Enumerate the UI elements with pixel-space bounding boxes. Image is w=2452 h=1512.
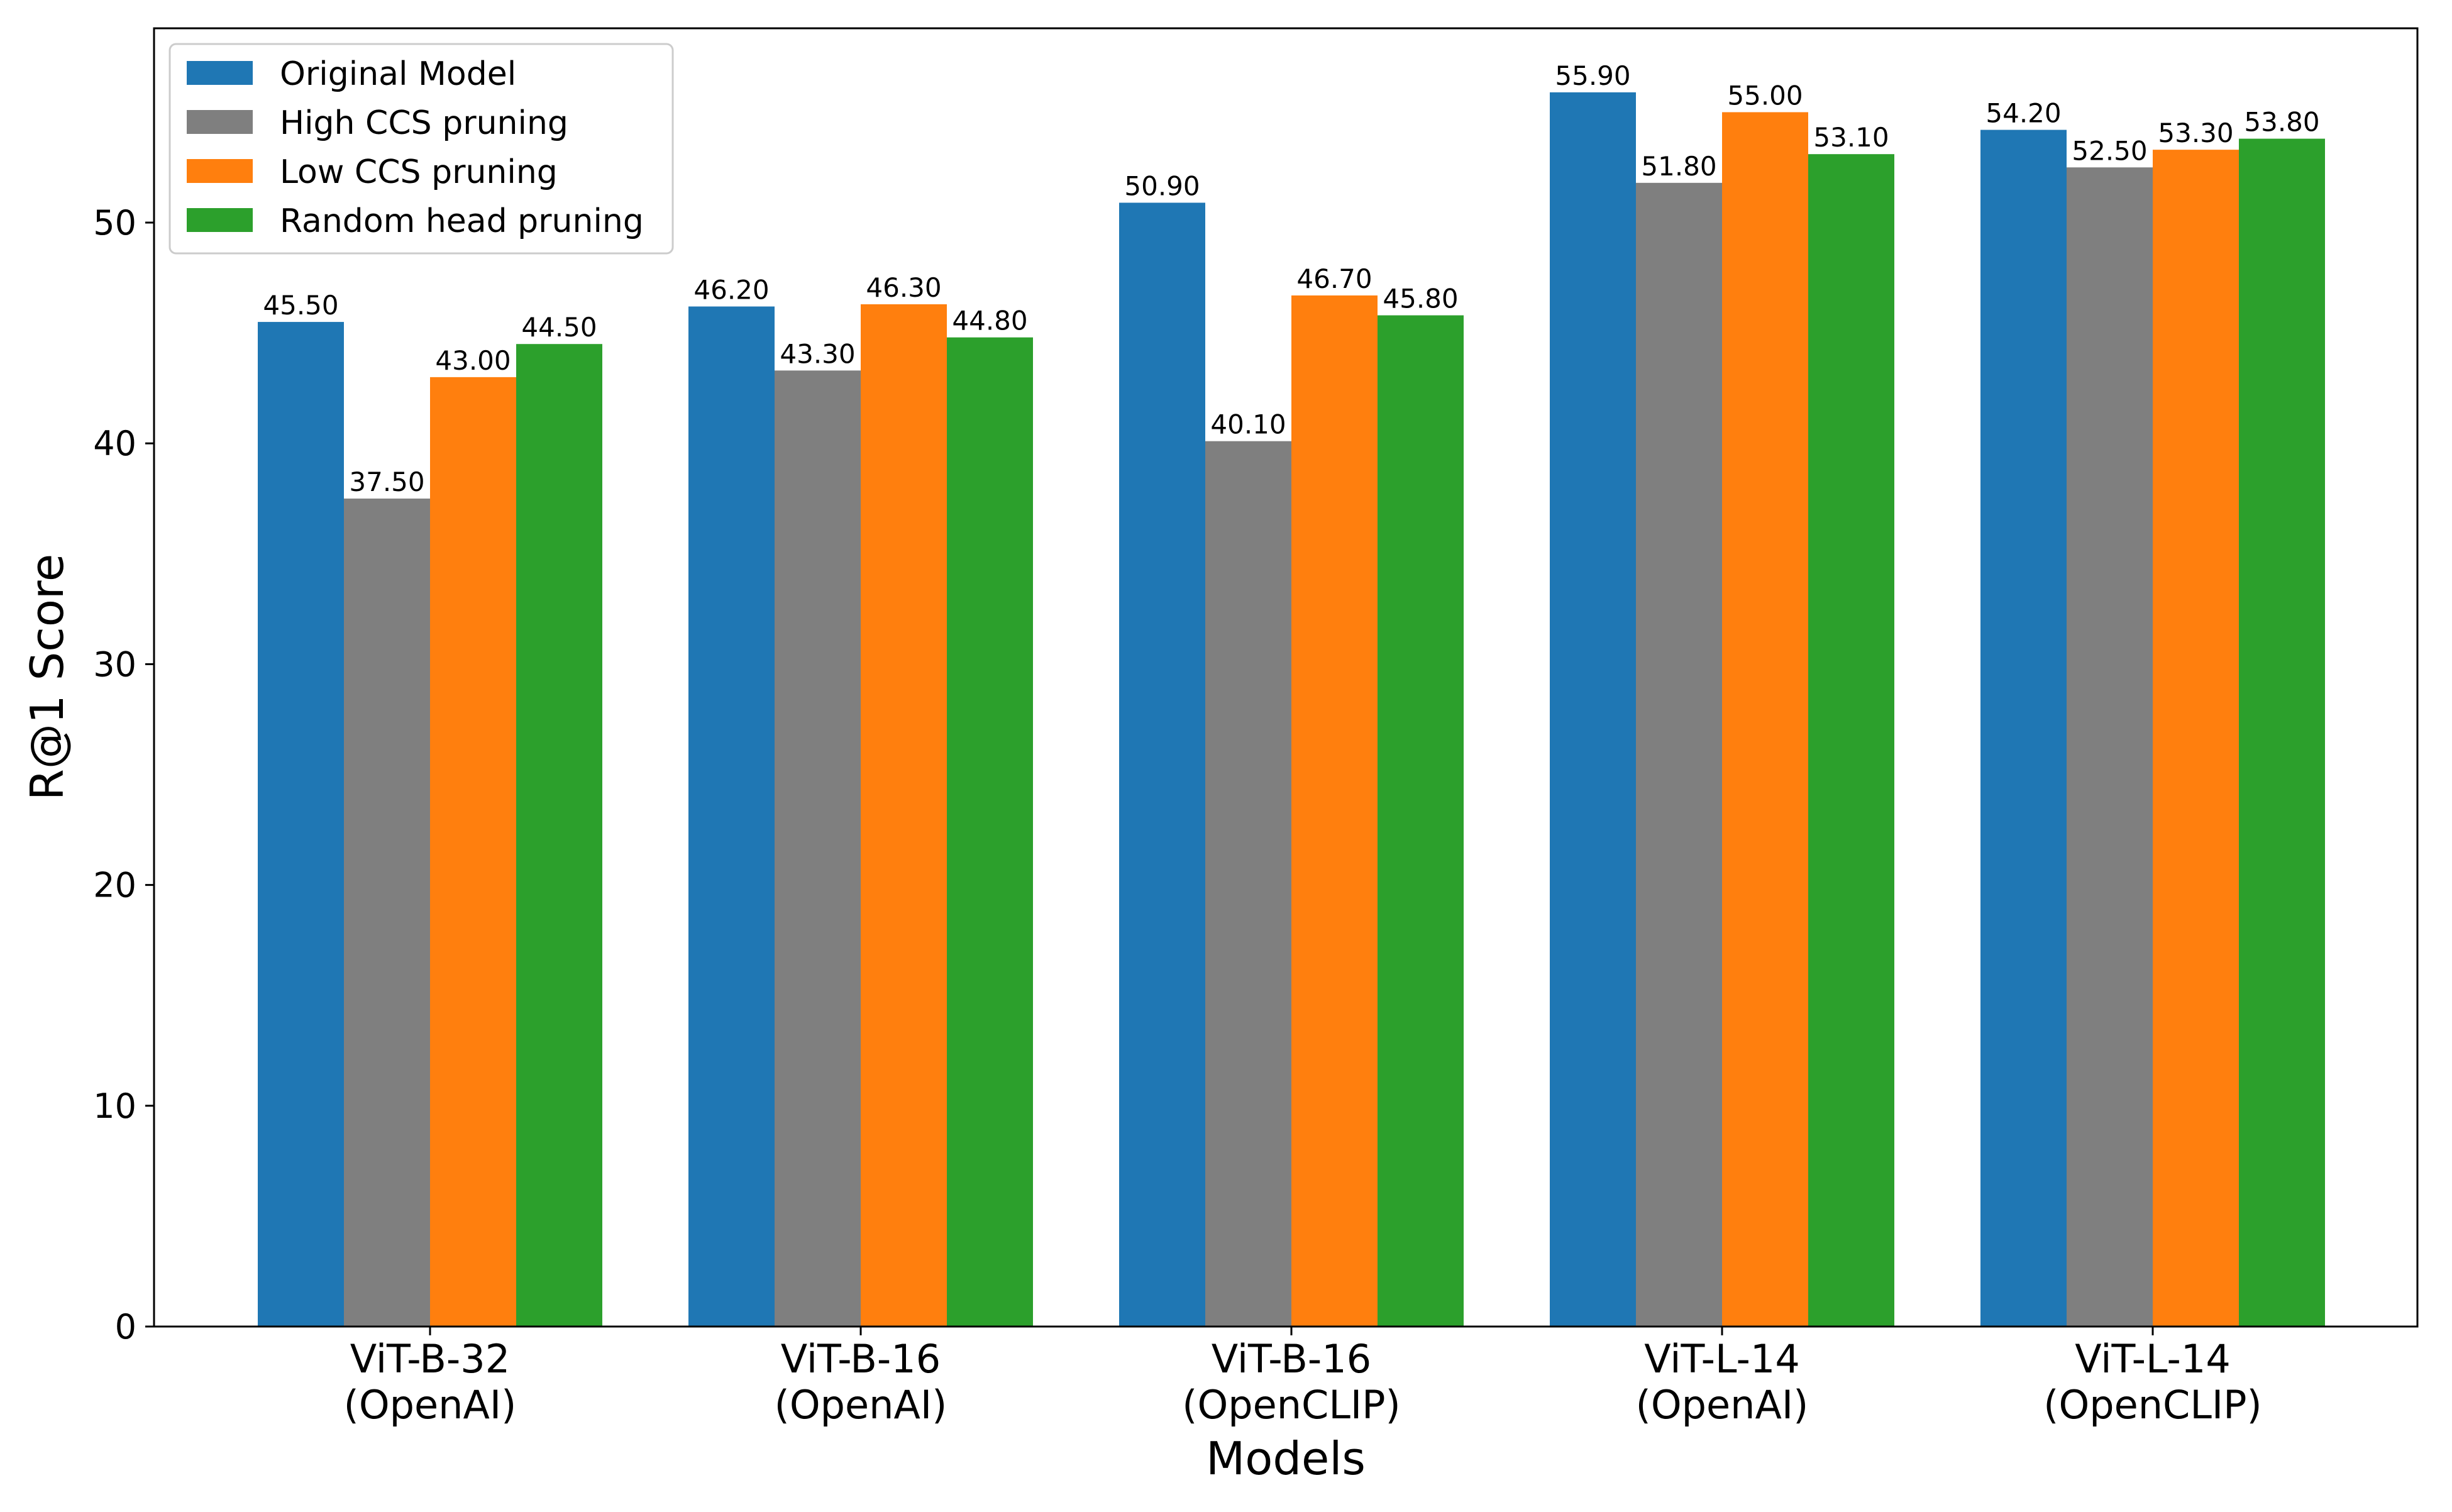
x-tick-label: (OpenAI) [1636, 1382, 1809, 1428]
plot-frame [153, 27, 2419, 1328]
y-axis: 0 10 20 30 40 50 [93, 203, 154, 1347]
legend-swatch [187, 61, 253, 85]
data-label: 43.30 [780, 338, 855, 369]
data-label: 52.50 [2072, 135, 2147, 166]
data-label: 45.50 [263, 290, 338, 321]
legend-swatch [187, 208, 253, 232]
data-label: 46.70 [1296, 263, 1372, 294]
data-label: 37.50 [349, 466, 424, 497]
y-tick-label: 10 [93, 1086, 136, 1126]
legend-frame [168, 43, 674, 255]
x-tick-label: (OpenAI) [775, 1382, 947, 1428]
legend-swatch [187, 159, 253, 183]
bar [1205, 441, 1291, 1327]
bar [2067, 167, 2153, 1327]
x-axis: ViT-B-32(OpenAI)ViT-B-16(OpenAI)ViT-B-16… [344, 1327, 2262, 1428]
y-tick-label: 40 [93, 424, 136, 463]
data-label: 55.00 [1727, 80, 1803, 111]
bar [1808, 154, 1894, 1327]
data-label: 44.50 [521, 312, 597, 343]
bar [1980, 130, 2067, 1327]
y-tick-label: 0 [115, 1307, 136, 1347]
data-label: 53.80 [2244, 107, 2319, 138]
data-label: 51.80 [1641, 151, 1716, 182]
data-label: 50.90 [1124, 170, 1200, 201]
data-label: 43.00 [435, 345, 511, 376]
bar [1378, 315, 1464, 1327]
legend: Original Model High CCS pruning Low CCS pr… [168, 43, 674, 255]
x-axis-title: Models [1206, 1432, 1366, 1485]
legend-label: Original Model [280, 55, 516, 93]
bar [2239, 138, 2325, 1327]
bar [947, 337, 1033, 1327]
bar [775, 370, 861, 1327]
data-label: 53.30 [2158, 118, 2233, 148]
legend-label: High CCS pruning [280, 104, 568, 142]
bars-layer [258, 92, 2325, 1327]
bar [430, 377, 516, 1327]
legend-label: Random head pruning [280, 202, 644, 240]
x-tick-label: ViT-L-14 [2075, 1336, 2231, 1382]
legend-label: Low CCS pruning [280, 153, 558, 191]
bar [1722, 112, 1808, 1327]
bar [1119, 202, 1205, 1327]
y-tick-label: 30 [93, 644, 136, 684]
data-label: 45.80 [1383, 284, 1458, 314]
data-label: 44.80 [952, 306, 1027, 336]
x-tick-label: ViT-B-16 [781, 1336, 941, 1382]
y-tick-label: 20 [93, 866, 136, 905]
x-tick-label: ViT-B-16 [1212, 1336, 1371, 1382]
bar [688, 306, 775, 1327]
bar [1291, 295, 1378, 1327]
bar [516, 344, 602, 1327]
bar [1636, 182, 1722, 1327]
data-label: 46.30 [866, 272, 941, 303]
x-tick-label: ViT-L-14 [1644, 1336, 1800, 1382]
data-label: 40.10 [1210, 409, 1286, 440]
bar [258, 322, 344, 1327]
data-label: 53.10 [1813, 122, 1889, 153]
data-labels-layer: 45.50 46.20 50.90 55.90 54.20 37.50 43.30 40.10… [263, 60, 2319, 497]
bar [861, 304, 947, 1327]
x-tick-label: (OpenAI) [344, 1382, 517, 1428]
bar [344, 499, 430, 1327]
y-axis-title: R@1 Score [21, 554, 74, 800]
legend-swatch [187, 110, 253, 134]
y-tick-label: 50 [93, 203, 136, 243]
x-tick-label: (OpenCLIP) [2043, 1382, 2261, 1428]
x-tick-label: ViT-B-32 [350, 1336, 510, 1382]
x-tick-label: (OpenCLIP) [1182, 1382, 1400, 1428]
bar [2153, 150, 2239, 1327]
data-label: 54.20 [1985, 98, 2061, 129]
bar [1550, 92, 1636, 1327]
data-label: 46.20 [693, 275, 769, 306]
data-label: 55.90 [1555, 60, 1630, 91]
